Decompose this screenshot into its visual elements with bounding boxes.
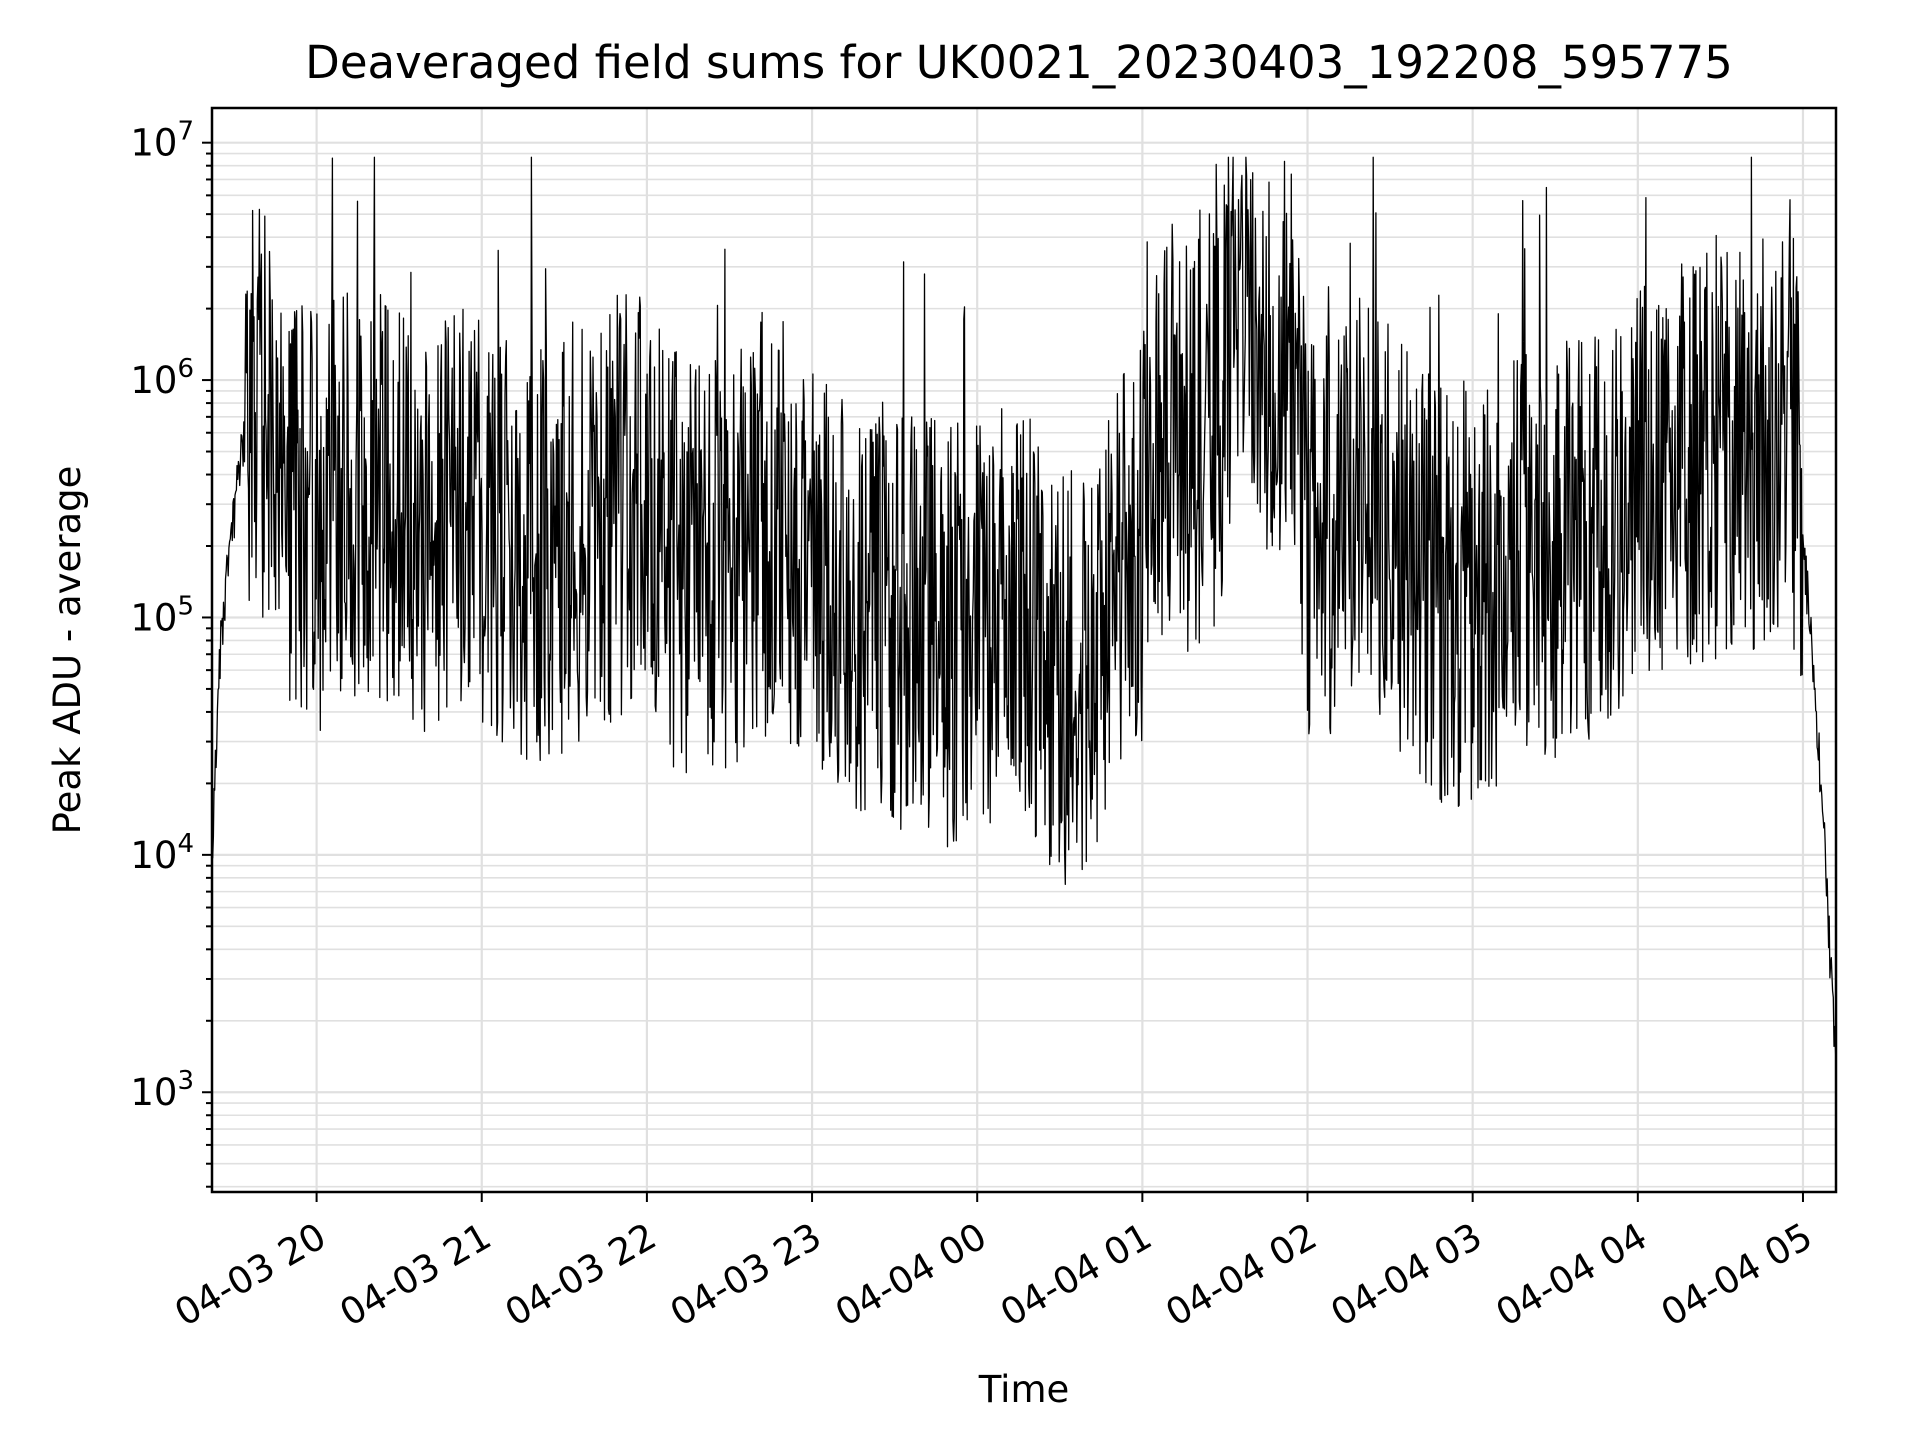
y-tick-label: 105 bbox=[130, 591, 194, 639]
y-tick-label: 104 bbox=[130, 829, 194, 877]
plot-frame bbox=[210, 106, 1838, 1194]
x-tick-label: 04-03 23 bbox=[663, 1215, 829, 1335]
x-tick-label: 04-04 00 bbox=[828, 1215, 994, 1335]
x-tick-label: 04-03 22 bbox=[498, 1215, 664, 1335]
x-tick-label: 04-03 20 bbox=[168, 1215, 334, 1335]
x-axis-label: Time bbox=[978, 1368, 1070, 1411]
y-tick-label: 103 bbox=[130, 1066, 194, 1114]
y-tick-label: 106 bbox=[130, 354, 194, 402]
chart-title: Deaveraged field sums for UK0021_2023040… bbox=[305, 36, 1733, 89]
x-tick-label: 04-04 05 bbox=[1654, 1215, 1820, 1335]
series-line-0 bbox=[211, 156, 1837, 1064]
x-tick-label: 04-03 21 bbox=[333, 1215, 499, 1335]
x-tick-label: 04-04 03 bbox=[1324, 1215, 1490, 1335]
x-tick-label: 04-04 04 bbox=[1489, 1215, 1655, 1335]
series-layer bbox=[211, 156, 1837, 1064]
y-tick-label: 107 bbox=[130, 117, 194, 165]
x-tick-label: 04-04 02 bbox=[1158, 1215, 1324, 1335]
y-axis-label: Peak ADU - average bbox=[46, 466, 89, 835]
x-tick-label: 04-04 01 bbox=[993, 1215, 1159, 1335]
